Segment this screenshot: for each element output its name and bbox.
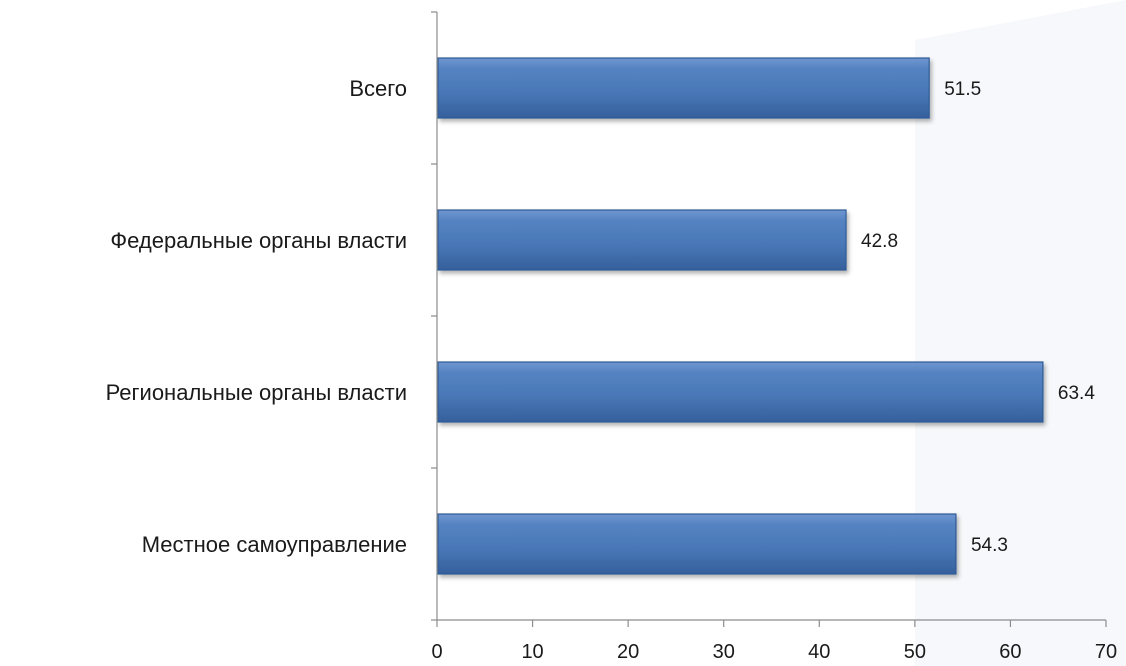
bar-3 — [437, 361, 1044, 423]
data-label: 54.3 — [971, 535, 1008, 556]
bar-2 — [437, 209, 847, 271]
data-label: 63.4 — [1058, 383, 1095, 404]
x-tick-label: 50 — [904, 641, 926, 663]
background-watermark — [915, 0, 1126, 666]
labels-layer: Всего 51.5 Федеральные органы власти 42.8 Ре… — [106, 76, 1118, 663]
x-tick-label: 0 — [431, 641, 442, 663]
axes-layer — [431, 11, 1107, 627]
data-label: 51.5 — [944, 79, 981, 100]
x-tick-label: 60 — [999, 641, 1021, 663]
bars-layer — [437, 57, 1044, 575]
category-label: Региональные органы власти — [106, 380, 407, 405]
x-tick-label: 20 — [617, 641, 639, 663]
x-tick-label: 30 — [713, 641, 735, 663]
bar-1 — [437, 57, 930, 119]
bar-4 — [437, 513, 957, 575]
data-label: 42.8 — [861, 231, 898, 252]
x-tick-label: 70 — [1095, 641, 1117, 663]
x-tick-label: 40 — [808, 641, 830, 663]
category-label: Федеральные органы власти — [110, 228, 407, 253]
category-label: Всего — [349, 76, 407, 101]
category-label: Местное самоуправление — [142, 532, 407, 557]
x-tick-label: 10 — [521, 641, 543, 663]
